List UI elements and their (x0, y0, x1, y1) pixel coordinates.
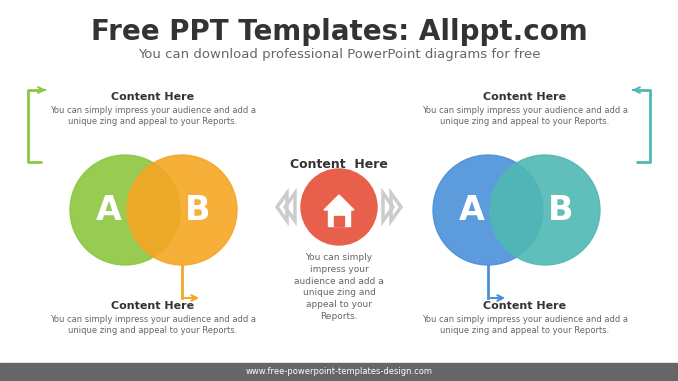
Text: You can simply impress your audience and add a
unique zing and appeal to your Re: You can simply impress your audience and… (422, 106, 628, 126)
Bar (328, 210, 350, 226)
Text: B: B (549, 194, 574, 226)
Text: A: A (96, 194, 122, 226)
Bar (334, 216, 344, 226)
Text: www.free-powerpoint-templates-design.com: www.free-powerpoint-templates-design.com (245, 368, 433, 376)
Text: You can simply impress your audience and add a
unique zing and appeal to your Re: You can simply impress your audience and… (50, 106, 256, 126)
Text: Content  Here: Content Here (290, 158, 388, 171)
Circle shape (127, 155, 237, 265)
Text: Content Here: Content Here (483, 92, 567, 102)
Text: You can simply
impress your
audience and add a
unique zing and
appeal to your
Re: You can simply impress your audience and… (294, 253, 384, 321)
Text: Content Here: Content Here (111, 92, 195, 102)
Text: Free PPT Templates: Allppt.com: Free PPT Templates: Allppt.com (91, 18, 587, 46)
Text: Content Here: Content Here (111, 301, 195, 311)
Text: You can download professional PowerPoint diagrams for free: You can download professional PowerPoint… (138, 48, 540, 61)
Text: A: A (459, 194, 485, 226)
Text: B: B (185, 194, 211, 226)
Text: Content Here: Content Here (483, 301, 567, 311)
Bar (0, 363, 678, 381)
Circle shape (490, 155, 600, 265)
Text: You can simply impress your audience and add a
unique zing and appeal to your Re: You can simply impress your audience and… (422, 315, 628, 335)
Circle shape (433, 155, 543, 265)
Polygon shape (324, 195, 354, 210)
Circle shape (70, 155, 180, 265)
Circle shape (301, 169, 377, 245)
Text: You can simply impress your audience and add a
unique zing and appeal to your Re: You can simply impress your audience and… (50, 315, 256, 335)
